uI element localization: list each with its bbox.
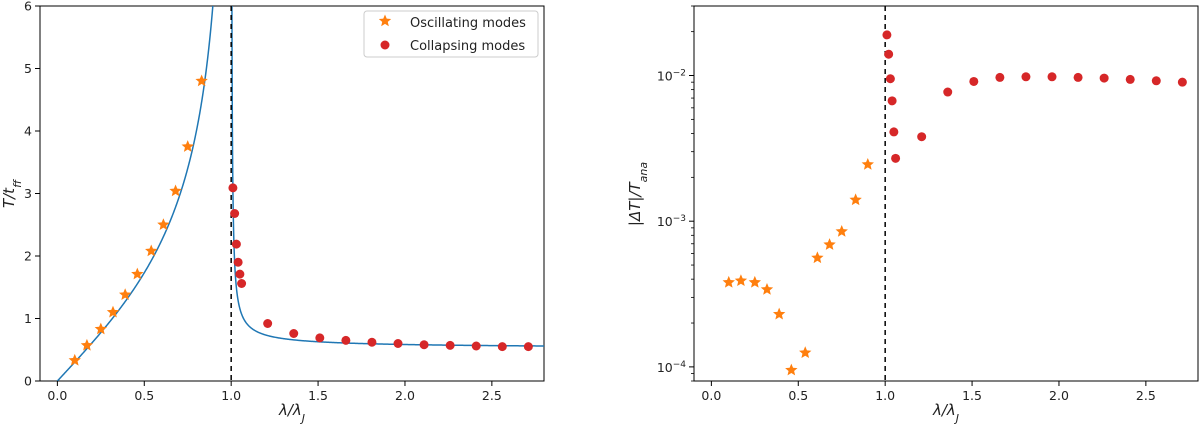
- y-axis-ticks-right: 10−4 10−3 10−2: [657, 5, 694, 382]
- collapsing-error-point: [1177, 77, 1187, 87]
- x-tick-label-right: 1.5: [962, 388, 982, 403]
- oscillating-error-point: [799, 346, 812, 359]
- collapsing-error-point: [969, 76, 979, 86]
- oscillating-error-point: [722, 275, 735, 288]
- oscillating-error-point: [835, 224, 848, 237]
- plot-frame: [39, 5, 545, 382]
- x-tick-label-right: 2.5: [1136, 388, 1156, 403]
- oscillating-mode-point: [169, 184, 182, 197]
- x-tick-label-right: 2.0: [1049, 388, 1069, 403]
- y-tick-label: 1: [24, 311, 32, 326]
- collapsing-mode-point: [237, 279, 247, 288]
- collapsing-error-point: [943, 87, 953, 97]
- oscillating-mode-point: [181, 140, 194, 152]
- collapsing-error-point: [1151, 76, 1161, 86]
- oscillating-error-point: [861, 158, 874, 170]
- collapsing-mode-point: [233, 257, 243, 267]
- y-axis-label: T/tff: [0, 179, 24, 208]
- collapsing-mode-point: [228, 183, 238, 193]
- collapsing-mode-point: [445, 340, 455, 350]
- y-axis-ticks: 0 1 2 3 4 5 6: [24, 0, 40, 389]
- collapsing-error-point: [917, 132, 927, 142]
- collapsing-error-point: [1047, 72, 1057, 82]
- collapsing-error-point: [889, 127, 899, 137]
- x-tick-label: 1.0: [221, 388, 241, 403]
- collapsing-error-point: [1099, 73, 1109, 83]
- x-tick-label-right: 0.5: [788, 388, 808, 403]
- collapsing-mode-point: [497, 342, 507, 352]
- y-tick-label-right: 10−3: [657, 214, 686, 229]
- collapsing-mode-point: [419, 340, 429, 350]
- oscillating-error-point: [849, 193, 862, 206]
- x-tick-label: 2.0: [395, 388, 415, 403]
- oscillating-error-point: [811, 251, 824, 264]
- collapsing-error-point: [995, 72, 1005, 82]
- error-chart: 0.0 0.5 1.0 1.5 2.0 2.5 10−4 10−3 10−2 λ/λJ |ΔT…: [626, 5, 1199, 425]
- collapsing-mode-point: [289, 329, 299, 338]
- collapsing-mode-point: [235, 269, 245, 279]
- y-tick-label-right: 10−2: [657, 69, 686, 84]
- collapsing-mode-point: [341, 335, 351, 345]
- collapsing-mode-point: [523, 342, 533, 352]
- oscillating-error-point: [823, 238, 836, 250]
- y-axis-label-right: |ΔT|/Tana: [626, 162, 650, 226]
- y-tick-label: 5: [24, 61, 32, 76]
- x-axis-label: λ/λJ: [278, 401, 305, 425]
- oscillating-mode-point: [68, 353, 81, 366]
- y-tick-label: 2: [24, 249, 32, 264]
- oscillating-mode-point: [94, 322, 108, 335]
- y-tick-label: 0: [24, 374, 32, 389]
- plot-frame-right: [693, 5, 1199, 382]
- oscillating-mode-point: [131, 267, 144, 280]
- x-axis-ticks-right: 0.0 0.5 1.0 1.5 2.0 2.5: [701, 381, 1156, 403]
- x-tick-label-right: 1.0: [875, 388, 895, 403]
- period-chart: 0.0 0.5 1.0 1.5 2.0 2.5 0 1 2 3 4 5 6 λ/λJ T/tff Os…: [0, 0, 545, 425]
- y-tick-label: 6: [24, 0, 32, 14]
- oscillating-mode-point: [195, 74, 208, 87]
- collapsing-mode-point: [471, 341, 481, 351]
- x-tick-label: 0.5: [134, 388, 154, 403]
- legend-star-marker: [378, 14, 392, 27]
- collapsing-mode-point: [231, 239, 241, 249]
- legend-box: [363, 10, 539, 58]
- legend-circle-marker: [380, 40, 390, 50]
- x-axis-label-right: λ/λJ: [932, 401, 959, 425]
- oscillating-error-point: [734, 274, 748, 287]
- oscillating-mode-point: [145, 244, 158, 257]
- oscillating-mode-point: [118, 288, 132, 301]
- collapsing-mode-point: [263, 319, 273, 328]
- collapsing-error-point: [882, 30, 892, 40]
- y-tick-label: 4: [24, 124, 32, 139]
- oscillating-error-point: [760, 282, 774, 295]
- oscillating-error-point: [772, 307, 786, 320]
- collapsing-mode-point: [367, 337, 377, 347]
- y-tick-label: 3: [24, 186, 32, 201]
- collapsing-mode-point: [230, 209, 240, 218]
- collapsing-mode-point: [393, 339, 403, 348]
- legend: Oscillating modes Collapsing modes: [363, 10, 539, 58]
- collapsing-error-point: [1125, 74, 1135, 84]
- x-axis-ticks: 0.0 0.5 1.0 1.5 2.0 2.5: [47, 381, 502, 403]
- x-tick-label: 1.5: [308, 388, 328, 403]
- x-tick-label: 2.5: [482, 388, 502, 403]
- collapsing-error-point: [884, 49, 894, 59]
- x-tick-label: 0.0: [47, 388, 67, 403]
- collapsing-error-point: [887, 96, 897, 106]
- collapsing-error-point: [1021, 72, 1031, 82]
- oscillating-mode-point: [80, 338, 94, 351]
- legend-oscillating-label: Oscillating modes: [410, 16, 526, 31]
- y-tick-label-right: 10−4: [657, 360, 686, 375]
- x-tick-label-right: 0.0: [701, 388, 721, 403]
- analytic-curve-oscillating: [56, 6, 214, 381]
- legend-collapsing-label: Collapsing modes: [410, 39, 525, 54]
- collapsing-mode-point: [315, 333, 325, 343]
- oscillating-mode-point: [106, 305, 120, 318]
- collapsing-error-point: [885, 74, 895, 84]
- oscillating-mode-point: [157, 218, 170, 231]
- collapsing-error-point: [1073, 72, 1083, 82]
- oscillating-error-point: [785, 363, 798, 376]
- oscillating-error-point: [748, 275, 762, 288]
- collapsing-error-point: [891, 153, 901, 163]
